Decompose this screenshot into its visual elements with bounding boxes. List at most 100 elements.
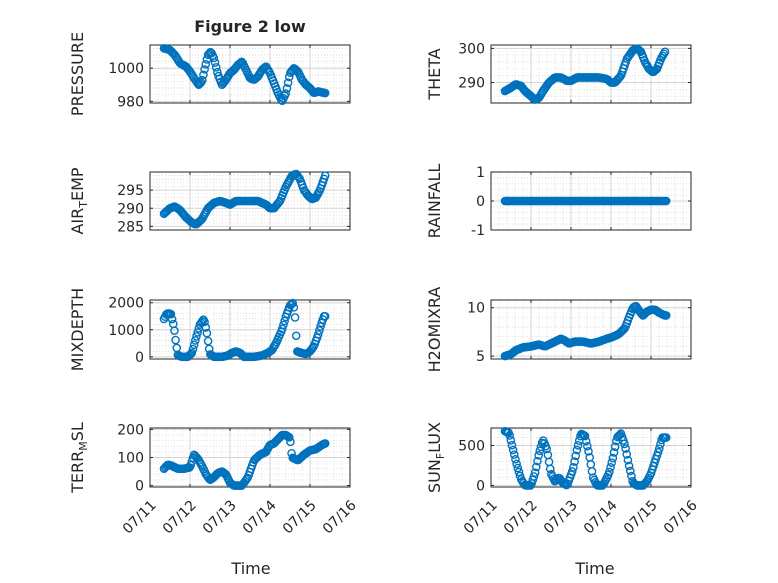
data-point	[172, 343, 182, 353]
data-point	[288, 298, 298, 308]
data-point	[661, 196, 671, 206]
data-point	[614, 431, 623, 441]
x-tick-label: 07/15	[280, 497, 320, 537]
data-point	[624, 461, 634, 471]
data-point	[191, 336, 200, 345]
y-tick-label: 2000	[108, 296, 144, 312]
data-point	[320, 311, 330, 321]
data-point	[171, 335, 180, 345]
data-point	[284, 433, 294, 442]
y-axis-label: SUNFLUX	[425, 422, 447, 493]
data-point	[642, 477, 651, 487]
data-point	[562, 480, 571, 490]
panel-theta: 290 300 THETA	[425, 41, 692, 104]
data-point	[313, 330, 323, 339]
data-point	[294, 172, 303, 182]
y-axis-label: PRESSURE	[68, 32, 87, 116]
data-point	[621, 444, 630, 453]
data-point	[186, 460, 195, 470]
data-point	[620, 439, 629, 449]
y-axis-label: TERRMSL	[68, 422, 90, 494]
x-tick-label: 07/16	[320, 497, 360, 537]
data-point	[209, 53, 219, 63]
data-point	[627, 471, 636, 481]
data-point	[289, 303, 299, 312]
data-point	[509, 450, 519, 459]
y-tick-label: -1	[471, 223, 485, 239]
data-point	[609, 448, 619, 457]
y-axis-label: AIRTEMP	[68, 167, 90, 234]
data-point	[290, 313, 300, 322]
data-point	[607, 458, 616, 468]
data-point	[584, 447, 593, 456]
data-point	[166, 309, 176, 319]
data-point	[654, 444, 664, 453]
data-point	[512, 459, 521, 469]
y-tick-label: 0	[135, 479, 144, 495]
data-point	[283, 78, 293, 87]
y-axis-label: THETA	[425, 48, 444, 100]
data-point	[200, 65, 209, 74]
data-point	[320, 171, 330, 180]
axes-box	[490, 44, 692, 104]
y-tick-label: 10	[467, 301, 485, 317]
data-point	[606, 463, 615, 472]
panel-pressure: 980 1000 PRESSURE	[68, 32, 351, 116]
data-point	[192, 331, 201, 341]
data-point	[514, 467, 524, 477]
figure-title: Figure 2 low	[194, 17, 306, 36]
panel-air-temp: 285 290 295 AIRTEMP	[68, 167, 351, 235]
y-tick-label: 1000	[108, 61, 144, 77]
data-point	[506, 436, 516, 445]
y-axis-label: MIXDEPTH	[68, 288, 87, 371]
data-point	[625, 466, 635, 476]
data-point	[189, 340, 199, 350]
data-point	[571, 451, 581, 461]
data-point	[259, 64, 269, 73]
y-tick-label: 300	[458, 41, 485, 57]
panel-terr-msl: 0 100 200 07/11 07/12 07/13 07/14 07/15 07/16 TER…	[68, 422, 360, 537]
data-point	[200, 317, 209, 327]
y-tick-label: 500	[458, 439, 485, 455]
data-point	[185, 350, 194, 360]
data-point	[513, 463, 523, 473]
data-point	[170, 326, 179, 335]
y-tick-label: 5	[476, 349, 485, 365]
data-point	[605, 467, 614, 477]
data-point	[569, 463, 578, 472]
data-point	[281, 89, 291, 98]
data-point	[197, 75, 207, 85]
y-tick-label: 100	[117, 451, 144, 467]
y-tick-label: 290	[117, 201, 144, 217]
data-point	[508, 445, 518, 455]
data-point	[573, 440, 583, 450]
data-point	[622, 450, 632, 459]
data-point	[320, 439, 330, 448]
data-point	[201, 59, 211, 69]
data-point	[242, 475, 251, 484]
axes-box	[149, 171, 351, 231]
data-point	[583, 441, 592, 451]
y-axis-label: H2OMIXRA	[425, 287, 444, 373]
x-tick-label: 07/15	[621, 497, 661, 537]
panel-sun-flux: 0 500 07/11 07/12 07/13 07/14 07/15 07/16 SUNFLU…	[425, 422, 701, 537]
data-point	[660, 47, 670, 57]
data-point	[661, 311, 671, 320]
data-point	[286, 437, 295, 447]
panel-rainfall: -1 0 1 RAINFALL	[425, 164, 692, 239]
data-point	[542, 444, 552, 454]
y-tick-label: 295	[117, 183, 144, 199]
panel-mixdepth: 0 1000 2000 MIXDEPTH	[68, 288, 351, 371]
data-point	[615, 72, 625, 82]
data-point	[532, 462, 541, 472]
axes-box	[490, 299, 692, 360]
data-point	[567, 467, 577, 476]
data-point	[308, 343, 317, 353]
data-point	[661, 433, 671, 442]
data-point	[533, 456, 542, 466]
x-tick-label: 07/16	[661, 497, 701, 537]
data-point	[211, 63, 221, 72]
data-point	[545, 464, 555, 474]
x-tick-label: 07/12	[160, 497, 200, 537]
data-point	[188, 344, 198, 354]
